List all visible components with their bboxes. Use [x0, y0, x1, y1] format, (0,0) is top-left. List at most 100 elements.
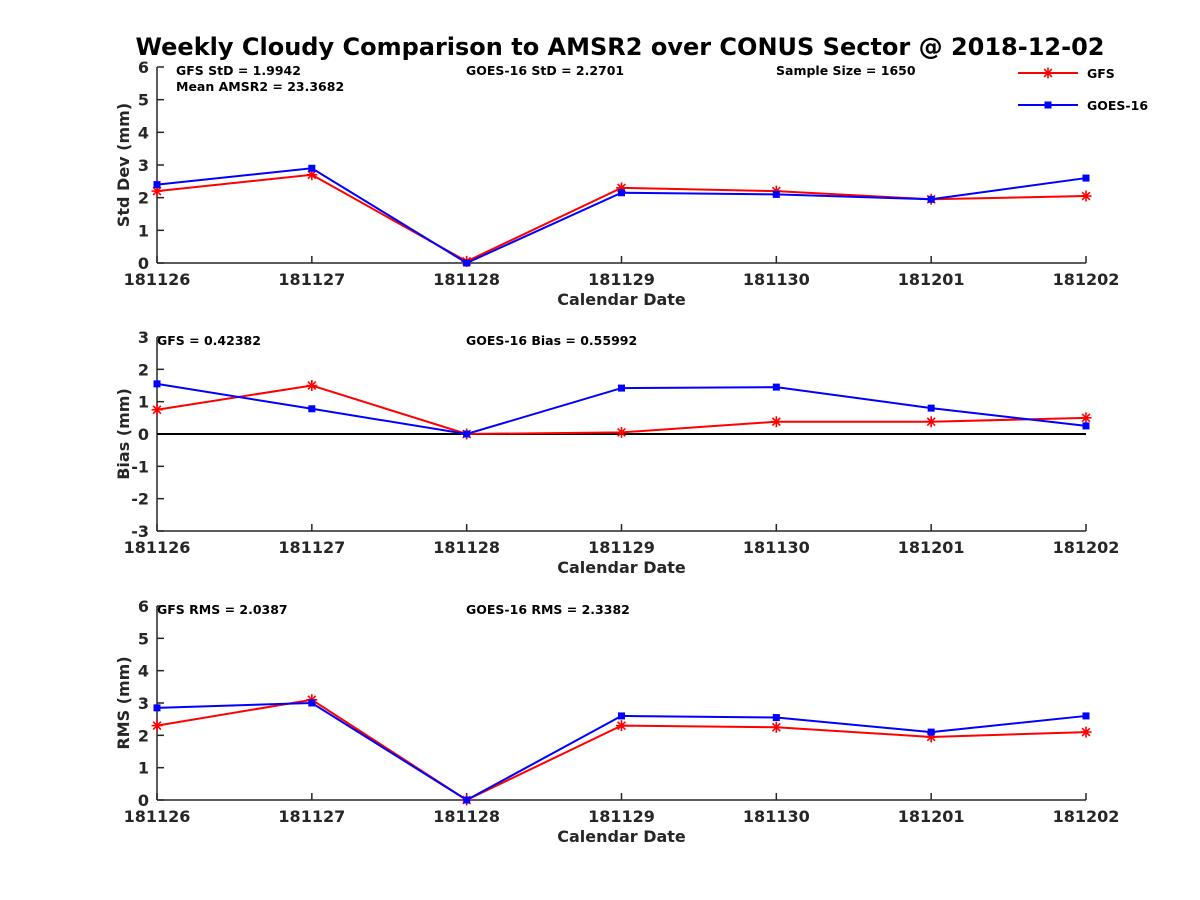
y-tick-label: 4 — [138, 123, 149, 142]
data-point-gfs — [306, 380, 318, 391]
x-tick-label: 181201 — [898, 270, 965, 289]
data-point-goes16 — [308, 699, 316, 707]
x-tick-label: 181130 — [743, 807, 810, 826]
x-tick-label: 181126 — [124, 538, 191, 557]
y-tick-label: -3 — [131, 522, 149, 541]
stat-annotation: GFS RMS = 2.0387 — [157, 602, 288, 617]
data-point-gfs — [151, 404, 163, 416]
y-tick-label: 1 — [138, 393, 149, 412]
data-point-goes16 — [927, 195, 935, 203]
data-point-gfs — [616, 182, 627, 194]
legend-label: GFS — [1087, 66, 1115, 81]
y-tick-label: 3 — [138, 156, 149, 175]
stat-annotation: Sample Size = 1650 — [776, 63, 916, 78]
x-tick-label: 181128 — [433, 270, 500, 289]
x-tick-label: 181202 — [1053, 270, 1120, 289]
x-tick-label: 181202 — [1053, 807, 1120, 826]
stat-annotation: GFS = 0.42382 — [157, 333, 261, 348]
data-point-goes16 — [463, 796, 471, 804]
y-axis-label: Bias (mm) — [114, 388, 133, 480]
x-tick-label: 181128 — [433, 538, 500, 557]
x-tick-label: 181130 — [743, 538, 810, 557]
data-point-goes16 — [618, 712, 625, 720]
y-tick-label: 3 — [138, 328, 149, 347]
data-point-gfs — [151, 720, 163, 732]
data-point-gfs — [1080, 190, 1092, 202]
data-point-goes16 — [153, 704, 161, 712]
data-point-gfs — [151, 185, 163, 197]
data-point-gfs — [1080, 726, 1092, 738]
x-tick-label: 181126 — [124, 270, 191, 289]
stat-annotation: Mean AMSR2 = 23.3682 — [176, 79, 344, 94]
data-point-goes16 — [927, 404, 935, 412]
y-axis-label: Std Dev (mm) — [114, 103, 133, 227]
y-tick-label: 3 — [138, 694, 149, 713]
data-point-goes16 — [772, 714, 780, 722]
data-point-goes16 — [308, 405, 316, 413]
y-tick-label: 5 — [138, 91, 149, 110]
panel-std: 0 1 2 3 4 5 6 181126 181127 181128 181129 181130 181… — [114, 58, 1148, 309]
data-point-goes16 — [1082, 422, 1090, 430]
x-tick-label: 181127 — [278, 270, 345, 289]
x-tick-label: 181202 — [1053, 538, 1120, 557]
y-tick-label: 0 — [138, 791, 149, 810]
x-axis-label: Calendar Date — [557, 827, 686, 846]
legend: GFS GOES-16 — [1018, 66, 1148, 113]
data-point-goes16 — [772, 190, 780, 198]
stat-annotation: GOES-16 Bias = 0.55992 — [466, 333, 637, 348]
x-tick-label: 181130 — [743, 270, 810, 289]
x-tick-label: 181126 — [124, 807, 191, 826]
data-point-goes16 — [463, 430, 471, 438]
x-axis-label: Calendar Date — [557, 290, 686, 309]
y-tick-label: 1 — [138, 759, 149, 778]
x-tick-label: 181129 — [588, 270, 655, 289]
y-tick-label: -2 — [131, 490, 149, 509]
legend-marker — [1044, 101, 1052, 109]
data-point-goes16 — [1082, 712, 1090, 720]
data-point-goes16 — [308, 164, 316, 172]
legend-label: GOES-16 — [1087, 98, 1148, 113]
y-tick-label: 4 — [138, 662, 149, 681]
data-point-gfs — [770, 721, 782, 733]
x-tick-label: 181129 — [588, 807, 655, 826]
data-point-gfs — [770, 416, 782, 428]
data-point-gfs — [925, 731, 937, 743]
data-point-goes16 — [772, 383, 780, 391]
y-tick-label: 5 — [138, 629, 149, 648]
y-tick-label: 2 — [138, 189, 149, 208]
data-point-gfs — [616, 426, 627, 438]
panel-rms: 0 1 2 3 4 5 6 181126 181127 181128 181129 181130 181… — [114, 597, 1119, 846]
stat-annotation: GOES-16 StD = 2.2701 — [466, 63, 624, 78]
stat-annotation: GFS StD = 1.9942 — [176, 63, 301, 78]
y-tick-label: 6 — [138, 597, 149, 616]
legend-marker — [1042, 67, 1054, 79]
x-tick-label: 181127 — [278, 538, 345, 557]
data-point-goes16 — [463, 259, 471, 267]
data-point-goes16 — [153, 380, 161, 388]
y-tick-label: 2 — [138, 360, 149, 379]
chart-title: Weekly Cloudy Comparison to AMSR2 over C… — [136, 33, 1105, 61]
data-point-gfs — [306, 169, 318, 181]
y-tick-label: -1 — [131, 457, 149, 476]
y-tick-label: 1 — [138, 221, 149, 240]
x-tick-label: 181129 — [588, 538, 655, 557]
stat-annotation: GOES-16 RMS = 2.3382 — [466, 602, 630, 617]
y-tick-label: 6 — [138, 58, 149, 77]
data-point-gfs — [1080, 412, 1092, 424]
panel-bias: -3 -2 -1 0 1 2 3 181126 181127 181128 181129 181130… — [114, 328, 1119, 577]
y-tick-label: 0 — [138, 254, 149, 273]
x-tick-label: 181201 — [898, 807, 965, 826]
x-tick-label: 181201 — [898, 538, 965, 557]
x-axis-label: Calendar Date — [557, 558, 686, 577]
data-point-gfs — [616, 720, 627, 732]
x-tick-label: 181127 — [278, 807, 345, 826]
data-point-goes16 — [618, 189, 625, 197]
data-point-gfs — [925, 416, 937, 428]
data-point-goes16 — [153, 181, 161, 189]
y-tick-label: 2 — [138, 726, 149, 745]
y-axis-label: RMS (mm) — [114, 656, 133, 749]
data-point-goes16 — [1082, 174, 1090, 182]
y-tick-label: 0 — [138, 425, 149, 444]
data-point-goes16 — [927, 728, 935, 736]
